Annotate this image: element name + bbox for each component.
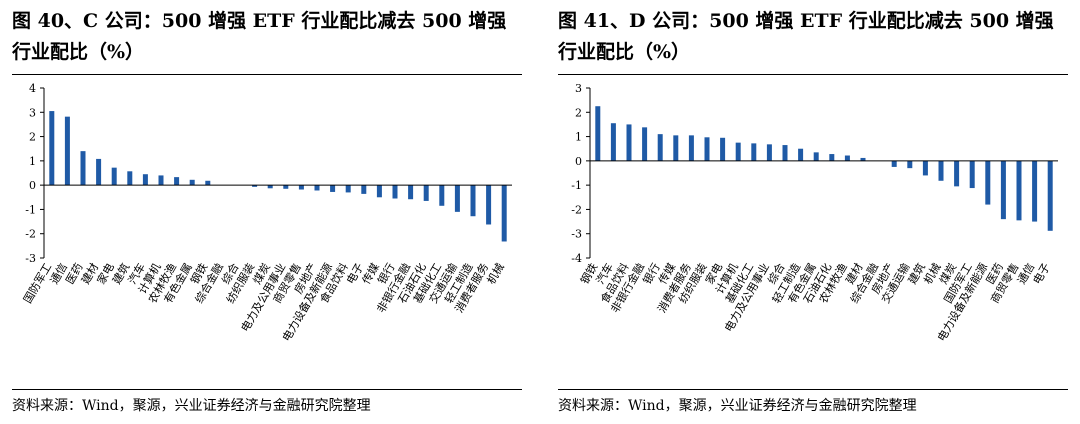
bar	[1000, 160, 1006, 220]
bar	[252, 185, 258, 187]
bar	[610, 123, 616, 161]
bar	[969, 160, 975, 189]
bar	[938, 160, 944, 181]
bar	[642, 127, 648, 161]
source-note: 资料来源：Wind，聚源，兴业证券经济与金融研究院整理	[558, 398, 917, 414]
chart-panel-d: 图 41、D 公司：500 增强 ETF 行业配比减去 500 增强行业配比（%…	[558, 0, 1068, 424]
bar	[501, 185, 507, 242]
chart-panel-c: 图 40、C 公司：500 增强 ETF 行业配比减去 500 增强行业配比（%…	[12, 0, 522, 424]
bar	[860, 157, 866, 161]
bar	[376, 185, 382, 198]
bar	[891, 160, 897, 167]
bar	[798, 148, 804, 161]
y-tick-label: 4	[29, 82, 36, 95]
bar	[423, 185, 429, 201]
bar	[595, 106, 601, 161]
bar	[844, 155, 850, 161]
bar	[345, 185, 351, 193]
bar	[907, 160, 913, 169]
bar	[267, 185, 273, 189]
bar	[158, 175, 164, 186]
bar	[626, 124, 632, 161]
bar	[486, 185, 492, 225]
y-tick-label: 0	[29, 179, 36, 192]
bar	[704, 137, 710, 161]
bar	[922, 160, 928, 176]
top-rule	[558, 74, 1068, 75]
bottom-rule	[558, 389, 1068, 390]
bar	[127, 171, 133, 186]
y-tick-label: -3	[25, 252, 36, 265]
bar	[205, 180, 211, 186]
bar	[688, 135, 694, 161]
bar	[111, 167, 117, 186]
bar	[813, 152, 819, 161]
bar	[751, 143, 757, 161]
y-tick-label: -2	[25, 228, 36, 241]
y-tick-label: -2	[571, 203, 582, 216]
top-rule	[12, 74, 522, 75]
bar	[408, 185, 414, 200]
y-tick-label: -1	[571, 179, 582, 192]
bar	[361, 185, 367, 194]
y-tick-label: 3	[575, 82, 582, 95]
bar	[1032, 160, 1038, 222]
bar	[454, 185, 460, 212]
bar	[80, 151, 86, 186]
bar	[64, 116, 70, 186]
bar	[829, 154, 835, 161]
figure-title: 图 40、C 公司：500 增强 ETF 行业配比减去 500 增强行业配比（%…	[12, 10, 507, 63]
bar	[735, 142, 741, 161]
bar	[470, 185, 476, 217]
y-tick-label: 1	[575, 131, 582, 144]
bottom-rule	[12, 389, 522, 390]
bar-chart-c: 43210-1-2-3国防军工通信医药建材家电建筑汽车计算机农林牧渔有色金属钢铁…	[20, 82, 512, 344]
bar	[392, 185, 398, 199]
bar	[330, 185, 336, 192]
y-tick-label: 1	[29, 155, 36, 168]
bar	[766, 144, 772, 161]
y-tick-label: 2	[29, 131, 36, 144]
y-tick-label: 3	[29, 106, 36, 119]
y-tick-label: 2	[575, 106, 582, 119]
bar	[1016, 160, 1022, 221]
bar	[298, 185, 304, 190]
source-note: 资料来源：Wind，聚源，兴业证券经济与金融研究院整理	[12, 398, 371, 414]
bar	[954, 160, 960, 187]
bar	[96, 158, 102, 186]
bar-chart-d: 3210-1-2-3-4钢铁汽车食品饮料非银行金融银行传媒消费者服务纺织服装家电…	[571, 82, 1058, 344]
x-tick-label: 国防军工	[20, 261, 54, 306]
x-tick-label: 电子	[1031, 261, 1053, 287]
bar	[985, 160, 991, 205]
bar	[283, 185, 289, 189]
y-tick-label: -4	[571, 252, 582, 265]
figure-title: 图 41、D 公司：500 增强 ETF 行业配比减去 500 增强行业配比（%…	[558, 10, 1054, 63]
bar	[657, 134, 663, 161]
bar	[1047, 160, 1053, 231]
bar	[673, 135, 679, 161]
y-tick-label: 0	[575, 155, 582, 168]
bar	[49, 111, 55, 186]
bar	[782, 145, 788, 161]
bar	[439, 185, 445, 206]
y-tick-label: -1	[25, 203, 36, 216]
y-tick-label: -3	[571, 228, 582, 241]
bar	[720, 137, 726, 161]
bar	[142, 174, 148, 186]
bar	[174, 177, 180, 186]
bar	[189, 179, 195, 186]
bar	[314, 185, 320, 191]
